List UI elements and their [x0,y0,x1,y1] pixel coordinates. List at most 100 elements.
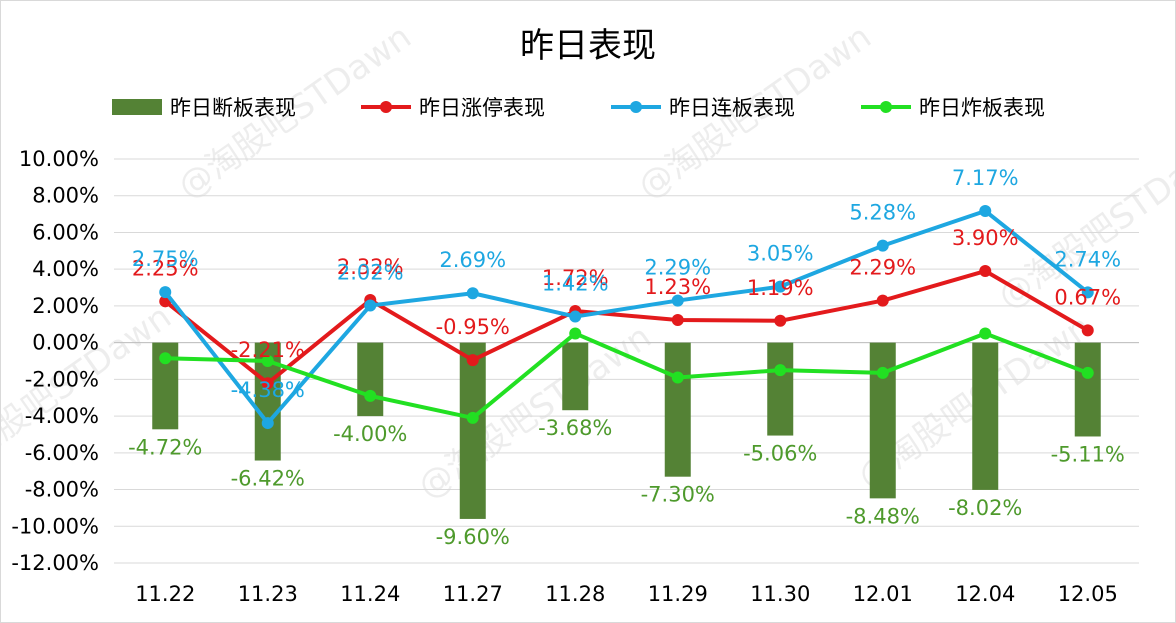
legend-label: 昨日炸板表现 [919,96,1045,120]
bar-data-label: -8.02% [948,496,1022,520]
line-data-label: 2.02% [337,261,404,285]
bar-data-label: -4.00% [333,422,407,446]
bar [972,342,999,490]
data-point [364,389,377,402]
line-data-label: 7.17% [952,166,1019,190]
data-point [876,239,889,252]
data-labels: -4.72% -6.42% -4.00% -9.60% -3.68% -7.30% -5.0… [128,166,1125,549]
bar [869,342,896,499]
gridlines [114,158,1139,564]
line-data-label: 1.42% [542,272,609,296]
x-tick-label: 11.22 [135,582,195,606]
legend-swatch-bar [112,99,162,115]
data-point [1081,366,1094,379]
bar [459,342,486,519]
data-point [671,371,684,384]
data-point [1081,286,1094,299]
legend: 昨日断板表现 昨日涨停表现 昨日连板表现 昨日炸板表现 [112,96,1045,120]
line-data-label: 5.28% [849,201,916,225]
data-point [876,366,889,379]
line-data-label: -2.21% [231,338,305,362]
y-tick-label: -6.00% [25,441,99,465]
legend-label: 昨日涨停表现 [419,96,545,120]
legend-swatch-marker [880,101,892,113]
y-tick-label: 2.00% [32,294,99,318]
y-axis: -12.00% -10.00% -8.00% -6.00% -4.00% -2.00% 0.… [11,147,99,575]
x-tick-label: 11.27 [443,582,503,606]
line-data-label: 2.25% [132,256,199,280]
bar-data-label: -4.72% [128,435,202,459]
bar [562,342,589,411]
y-tick-label: 6.00% [32,220,99,244]
data-point [774,314,787,327]
data-point [569,310,582,323]
data-point [1081,324,1094,337]
data-point [159,352,172,365]
data-point [466,287,479,300]
data-point [466,354,479,367]
data-point [671,314,684,327]
bar-series [152,342,1101,519]
series-line [164,269,1089,386]
data-point [466,411,479,424]
data-point [979,204,992,217]
bar-data-label: -7.30% [641,483,715,507]
line-data-label: 2.74% [1054,247,1121,271]
y-tick-label: -8.00% [25,478,99,502]
line-data-label: 3.05% [747,242,814,266]
bar-data-label: -5.11% [1051,442,1125,466]
chart-title: 昨日表现 [520,26,656,66]
series-line [165,331,1089,420]
data-point [774,364,787,377]
y-tick-label: -2.00% [25,367,99,391]
data-point [774,280,787,293]
bar [1074,342,1101,437]
legend-label: 昨日断板表现 [170,96,296,120]
data-point [671,294,684,307]
legend-swatch-marker [630,101,642,113]
data-point [261,355,274,367]
series-line [163,208,1089,426]
data-point [569,327,582,340]
line-data-label: 1.23% [644,275,711,299]
line-data-label: 1.19% [747,276,814,300]
data-point [261,417,274,430]
data-point [876,294,889,307]
bar [664,342,691,477]
y-tick-label: 0.00% [32,331,99,355]
x-tick-label: 12.01 [853,582,913,606]
x-tick-label: 11.29 [648,582,708,606]
x-tick-label: 11.30 [750,582,810,606]
data-point [159,286,172,299]
x-tick-label: 12.04 [955,582,1015,606]
legend-swatch-marker [380,101,392,113]
line-data-label: 1.72% [542,266,609,290]
legend-label: 昨日连板表现 [669,96,795,120]
y-tick-label: 8.00% [32,184,99,208]
y-tick-label: -4.00% [25,404,99,428]
line-data-label: 2.75% [132,247,199,271]
line-series [159,204,1094,430]
line-data-label: 0.67% [1054,285,1121,309]
y-tick-label: 4.00% [32,257,99,281]
bar-data-label: -5.06% [743,442,817,466]
data-point [261,377,274,390]
data-point [364,299,377,312]
bar [767,342,794,436]
line-data-label: -0.95% [436,315,510,339]
y-tick-label: -12.00% [11,551,99,575]
line-data-label: 2.29% [849,256,916,280]
line-data-label: 3.90% [952,226,1019,250]
x-tick-label: 11.23 [238,582,298,606]
x-tick-label: 11.28 [545,582,605,606]
line-data-label: 2.29% [644,256,711,280]
x-tick-label: 12.05 [1058,582,1118,606]
x-tick-label: 11.24 [340,582,400,606]
line-data-label: 2.69% [439,248,506,272]
bar-data-label: -6.42% [231,467,305,491]
bar-data-label: -8.48% [846,504,920,528]
bar-data-label: -3.68% [538,416,612,440]
data-point [979,265,992,278]
